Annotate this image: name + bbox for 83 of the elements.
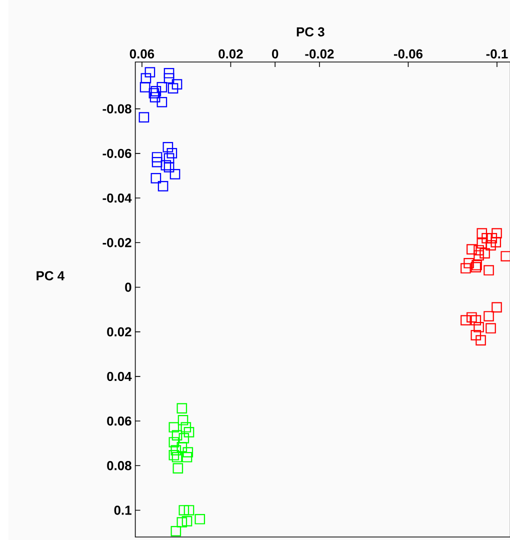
x-tick-label: -0.1 <box>486 49 508 58</box>
y-tick-label: 0.1 <box>114 506 132 515</box>
point <box>485 323 496 334</box>
point <box>140 82 150 92</box>
point <box>164 68 174 78</box>
point <box>481 233 492 244</box>
point <box>466 244 477 254</box>
point <box>176 442 187 452</box>
point <box>474 322 484 332</box>
point <box>172 463 183 474</box>
point <box>158 181 168 192</box>
y-tick-label: 0.06 <box>106 416 132 426</box>
point <box>156 82 167 92</box>
point <box>140 73 151 84</box>
point <box>160 160 171 170</box>
x-axis-title: PC 3 <box>296 27 324 36</box>
point <box>474 250 484 260</box>
x-tick-label: 0.02 <box>218 49 243 58</box>
point <box>474 245 484 256</box>
point <box>178 414 188 426</box>
point <box>164 73 174 84</box>
point <box>178 505 189 516</box>
point <box>490 237 501 248</box>
point <box>483 265 494 276</box>
point <box>172 452 182 462</box>
y-tick-label: 0 <box>124 282 132 292</box>
y-tick-label: -0.02 <box>102 238 132 248</box>
x-tick-label: -0.02 <box>305 49 334 58</box>
point <box>178 433 189 444</box>
point <box>184 505 194 516</box>
point <box>170 526 181 536</box>
point <box>483 311 494 322</box>
y-tick-label: 0.08 <box>106 461 132 470</box>
y-tick-label: -0.04 <box>102 193 132 203</box>
point <box>491 302 502 312</box>
point <box>182 516 192 526</box>
point <box>460 315 471 326</box>
y-tick-label: -0.06 <box>102 148 132 158</box>
x-tick-label: 0 <box>272 49 278 58</box>
point <box>164 153 174 164</box>
point <box>464 258 474 268</box>
point <box>184 427 194 438</box>
point <box>485 240 496 250</box>
point <box>460 263 471 274</box>
y-tick-label: -0.08 <box>102 104 132 114</box>
point <box>172 430 182 440</box>
point <box>138 112 149 122</box>
point <box>170 445 181 456</box>
point <box>166 148 177 158</box>
point <box>486 233 497 244</box>
point <box>476 228 487 238</box>
point <box>150 92 160 102</box>
x-tick-label: -0.06 <box>394 49 422 58</box>
y-axis-title: PC 4 <box>36 271 64 280</box>
point <box>470 315 481 326</box>
point <box>152 152 162 162</box>
point <box>194 514 205 524</box>
point <box>476 335 486 346</box>
point <box>176 403 187 414</box>
point <box>176 517 187 528</box>
point <box>168 437 179 448</box>
point <box>172 79 182 90</box>
point <box>152 156 162 168</box>
point <box>182 447 193 458</box>
point <box>170 169 180 180</box>
y-tick-label: 0.02 <box>106 327 132 336</box>
point <box>150 173 161 184</box>
point <box>162 142 173 152</box>
point <box>182 452 192 462</box>
point <box>470 330 481 340</box>
point <box>479 248 490 258</box>
point <box>466 312 477 322</box>
point <box>168 422 179 432</box>
point <box>491 228 502 238</box>
point <box>180 422 191 432</box>
point <box>156 96 167 108</box>
point <box>168 450 179 460</box>
x-tick-label: 0.06 <box>130 49 154 58</box>
point <box>144 67 155 78</box>
point <box>168 83 178 94</box>
point <box>164 162 174 172</box>
y-tick-label: 0.04 <box>106 372 132 382</box>
point <box>476 238 487 248</box>
